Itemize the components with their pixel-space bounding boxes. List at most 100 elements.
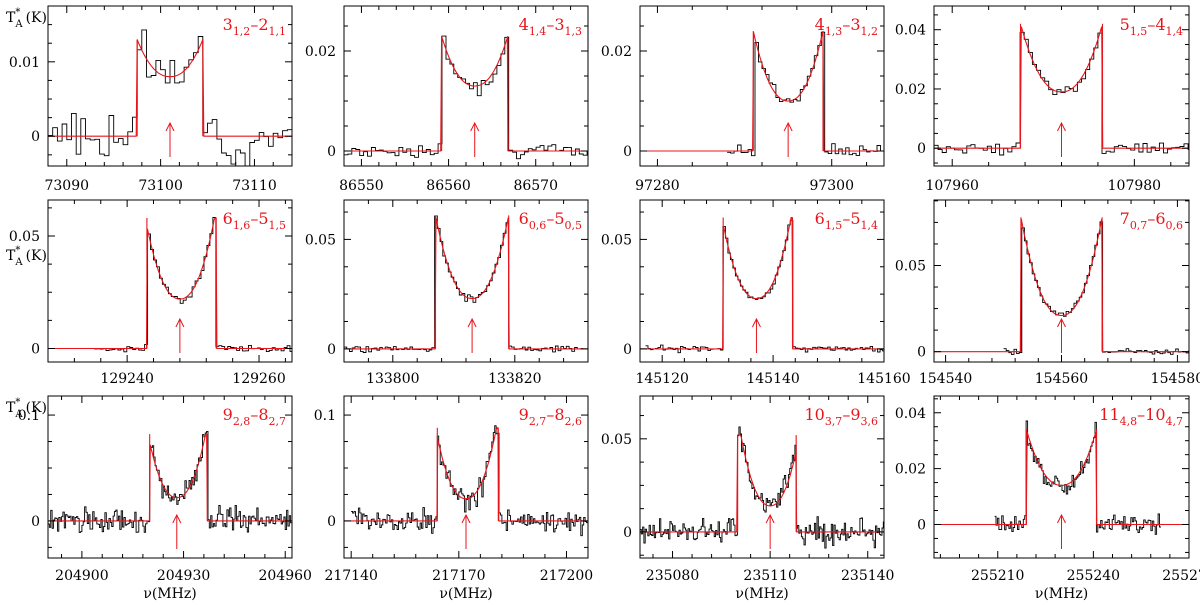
y-tick-label: 0.01	[9, 55, 40, 71]
model-fit	[344, 217, 588, 350]
plot-frame	[47, 199, 293, 363]
y-tick-label: 0	[31, 342, 40, 358]
y-tick-label: 0	[623, 144, 632, 160]
observed-spectrum	[48, 430, 292, 533]
x-tick-label: 255240	[1067, 568, 1120, 584]
observed-spectrum	[48, 29, 292, 166]
spectrum-panel: 86550 86560 86570 0 0.02 41,4–31,3	[305, 5, 589, 194]
spectrum-panel: 133800 133820 0 0.05 60,6–50,5	[305, 199, 589, 387]
y-axis-label: T* A (K)	[6, 245, 47, 268]
y-tick-label: 0	[327, 144, 336, 160]
transition-label: 51,5–41,4	[1120, 15, 1183, 38]
x-tick-label: 73100	[138, 178, 183, 194]
x-tick-label: 217200	[540, 568, 593, 584]
y-tick-label: 0.05	[305, 232, 336, 248]
spectrum-panel: 217140 217170 217200 0 0.1 92,7–82,6	[314, 395, 593, 584]
model-fit	[344, 427, 588, 522]
spectrum-panel: 145120 145140 145160 0 0.05 61,5–51,4	[601, 199, 911, 387]
y-tick-label: 0.05	[9, 229, 40, 245]
observed-spectrum	[645, 219, 884, 354]
y-tick-label: 0	[917, 141, 926, 157]
model-fit	[934, 431, 1189, 526]
observed-spectrum	[727, 31, 884, 157]
arrow-head-icon	[175, 317, 185, 328]
y-tick-label: 0	[31, 129, 40, 145]
model-fit	[640, 30, 884, 152]
spectrum-panel: 235080 235110 235140 0 0.05 103,7–93,6	[601, 395, 894, 584]
x-tick-label: 235140	[841, 568, 894, 584]
x-tick-label: 86560	[426, 178, 471, 194]
model-fit	[640, 434, 884, 533]
x-tick-label: 145160	[857, 371, 910, 387]
arrow-head-icon	[765, 513, 775, 524]
x-tick-label: 97300	[809, 178, 854, 194]
x-tick-label: 235110	[743, 568, 796, 584]
transition-label: 92,7–82,6	[519, 405, 582, 428]
y-tick-label: 0	[31, 514, 40, 530]
model-fit	[934, 218, 1189, 353]
y-tick-label: 0.02	[305, 44, 336, 60]
transition-label: 61,6–51,5	[223, 209, 286, 232]
y-axis-label: T* A (K)	[6, 7, 47, 30]
x-tick-label: 97280	[635, 178, 680, 194]
transition-label: 41,3–31,2	[815, 15, 878, 38]
y-tick-label: 0	[623, 342, 632, 358]
y-tick-label: 0.04	[895, 406, 926, 422]
transition-label: 114,8–104,7	[1099, 405, 1183, 428]
x-tick-label: 255210	[971, 568, 1024, 584]
arrow-head-icon	[172, 513, 182, 524]
transition-label: 31,2–21,1	[223, 15, 286, 38]
y-tick-label: 0	[327, 342, 336, 358]
y-tick-label: 0.05	[895, 258, 926, 274]
spectrum-panel: 129240 129260 0 0.05 61,6–51,5	[9, 199, 293, 387]
x-tick-label: 107960	[925, 178, 978, 194]
y-tick-label: 0	[917, 517, 926, 533]
transition-label: 41,4–31,3	[519, 15, 582, 38]
transition-label: 61,5–51,4	[815, 209, 878, 232]
observed-spectrum	[94, 217, 292, 353]
arrow-head-icon	[1057, 317, 1066, 328]
x-tick-label: 129240	[100, 371, 153, 387]
model-fit	[48, 39, 292, 137]
transition-label: 92,8–82,7	[223, 405, 286, 428]
y-tick-label: 0.1	[18, 408, 40, 424]
arrow-head-icon	[752, 317, 761, 328]
model-fit	[934, 26, 1189, 149]
model-fit	[48, 217, 292, 350]
x-axis-label: ν(MHz)	[143, 586, 196, 602]
x-tick-label: 145120	[635, 371, 688, 387]
x-tick-label: 107980	[1108, 178, 1161, 194]
plot-frame	[933, 395, 1190, 559]
x-tick-label: 217170	[432, 568, 485, 584]
y-tick-label: 0	[327, 514, 336, 530]
arrow-head-icon	[461, 513, 471, 524]
model-fit	[640, 216, 884, 350]
x-tick-label: 217140	[324, 568, 377, 584]
y-tick-label: 0.1	[314, 408, 336, 424]
transition-label: 103,7–93,6	[804, 405, 878, 428]
observed-spectrum	[351, 425, 588, 537]
plot-frame	[343, 395, 589, 559]
observed-spectrum	[344, 35, 588, 160]
x-tick-label: 133820	[488, 371, 541, 387]
observed-spectrum	[344, 215, 588, 353]
arrow-head-icon	[470, 121, 480, 132]
y-tick-label: 0.02	[895, 462, 926, 478]
x-tick-label: 255270	[1162, 568, 1200, 584]
arrow-head-icon	[1057, 121, 1066, 132]
y-axis-label: T* A (K)	[6, 397, 47, 420]
plot-frame	[47, 395, 293, 559]
transition-label: 70,7–60,6	[1120, 209, 1183, 232]
y-tick-label: 0.05	[601, 432, 632, 448]
observed-spectrum	[640, 426, 884, 549]
plot-frame	[639, 395, 885, 559]
observed-spectrum	[994, 420, 1161, 535]
x-tick-label: 145140	[746, 371, 799, 387]
x-tick-label: 73090	[44, 178, 89, 194]
x-axis-label: ν(MHz)	[735, 586, 788, 602]
plot-frame	[639, 199, 885, 363]
x-tick-label: 133800	[366, 371, 419, 387]
x-tick-label: 204960	[258, 568, 311, 584]
y-tick-label: 0.04	[895, 23, 926, 39]
